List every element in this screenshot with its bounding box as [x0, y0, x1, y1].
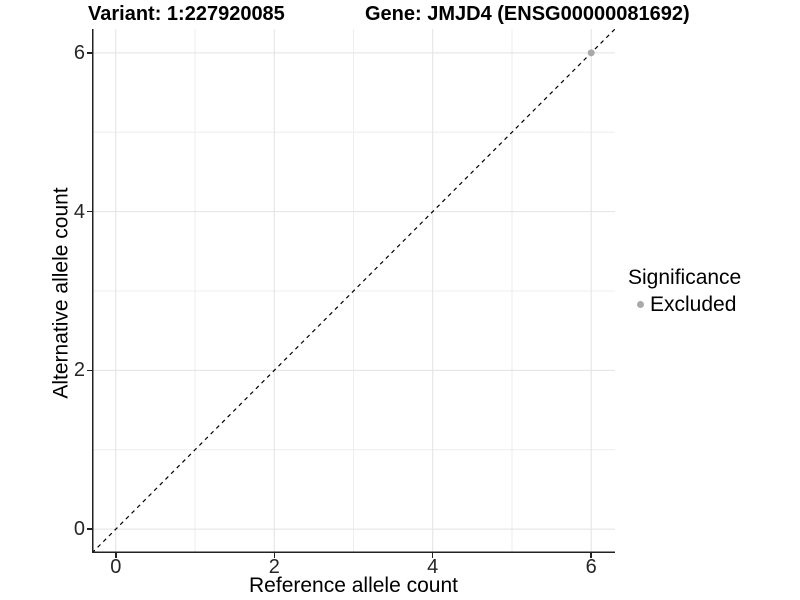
plot-panel: [92, 29, 615, 553]
y-tick-mark: [87, 52, 92, 54]
legend: Significance Excluded: [628, 266, 741, 316]
x-tick-label: 2: [268, 556, 280, 578]
x-tick-mark: [115, 553, 117, 558]
variant-title: Variant: 1:227920085: [88, 3, 285, 25]
legend-point-icon: [637, 301, 644, 309]
x-tick-label: 0: [110, 556, 122, 578]
x-tick-mark: [431, 553, 434, 558]
legend-item-label: Excluded: [650, 293, 737, 317]
x-tick-mark: [273, 553, 275, 558]
x-tick-label: 4: [427, 556, 439, 578]
y-tick-label: 2: [73, 359, 85, 382]
x-axis-title: Reference allele count: [249, 574, 458, 597]
identity-line: [92, 29, 615, 553]
y-tick-label: 4: [73, 200, 85, 223]
x-tick-label: 6: [585, 556, 597, 578]
legend-item-excluded: Excluded: [628, 293, 741, 316]
data-point: [587, 49, 595, 57]
plot-area: [92, 29, 615, 553]
y-tick-mark: [87, 369, 92, 372]
y-tick-label: 0: [73, 518, 85, 541]
y-tick-mark: [87, 528, 92, 530]
y-tick-mark: [87, 210, 92, 213]
y-axis-title: Alternative allele count: [49, 187, 73, 399]
x-tick-mark: [590, 553, 592, 558]
y-tick-label: 6: [73, 41, 85, 64]
gene-title: Gene: JMJD4 (ENSG00000081692): [365, 3, 690, 25]
legend-title: Significance: [628, 266, 742, 289]
